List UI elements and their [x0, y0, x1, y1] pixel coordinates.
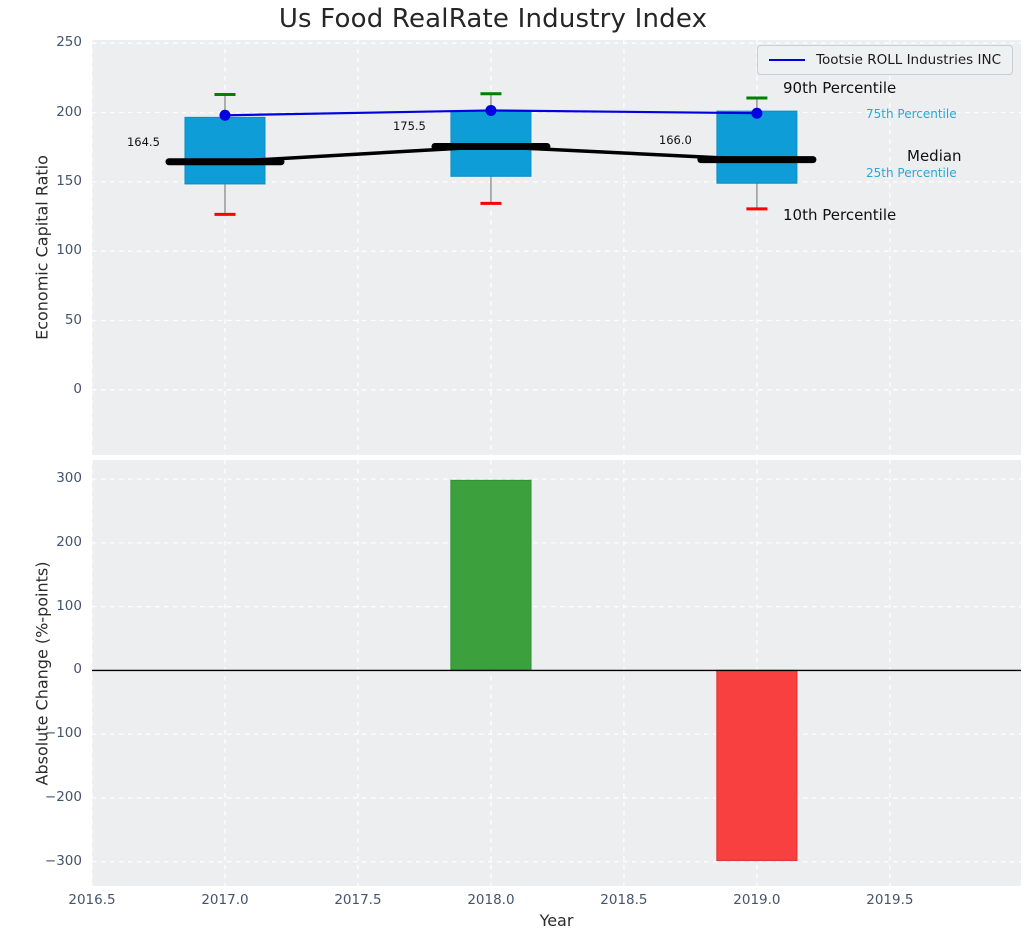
axes-bottom-bar-chart [92, 460, 1021, 886]
y-tick-label-top: 250 [26, 34, 82, 50]
median-value-label: 164.5 [127, 135, 160, 149]
x-tick-label: 2018.0 [456, 892, 526, 908]
y-tick-label-bottom: 0 [26, 661, 82, 677]
y-tick-label-top: 50 [26, 312, 82, 328]
x-tick-label: 2019.0 [722, 892, 792, 908]
y-tick-label-top: 150 [26, 173, 82, 189]
median-value-label: 166.0 [659, 133, 692, 147]
median-value-label: 175.5 [393, 119, 426, 133]
chart-title: Us Food RealRate Industry Index [0, 4, 986, 34]
x-tick-label: 2018.5 [589, 892, 659, 908]
annotation-25th-percentile: 25th Percentile [866, 166, 957, 180]
legend-label: Tootsie ROLL Industries INC [816, 52, 1001, 68]
bar-chart-canvas [92, 460, 1021, 886]
y-tick-label-bottom: 100 [26, 598, 82, 614]
y-tick-label-top: 0 [26, 381, 82, 397]
y-tick-label-bottom: 300 [26, 470, 82, 486]
x-tick-label: 2017.0 [190, 892, 260, 908]
x-tick-label: 2019.5 [855, 892, 925, 908]
y-tick-label-bottom: −100 [26, 725, 82, 741]
legend-line-sample [769, 59, 805, 61]
axes-top-box-plot: Tootsie ROLL Industries INC 164.5 175.5 16… [92, 40, 1021, 455]
bar-negative-change [717, 670, 797, 860]
company-marker [219, 110, 230, 121]
y-tick-label-top: 200 [26, 104, 82, 120]
annotation-90th-percentile: 90th Percentile [783, 79, 896, 97]
iqr-box [717, 111, 797, 183]
figure: Us Food RealRate Industry Index Economic… [0, 0, 1029, 942]
y-tick-label-bottom: −200 [26, 789, 82, 805]
legend[interactable]: Tootsie ROLL Industries INC [757, 45, 1013, 75]
company-marker [751, 108, 762, 119]
annotation-75th-percentile: 75th Percentile [866, 107, 957, 121]
y-tick-label-bottom: 200 [26, 534, 82, 550]
annotation-median: Median [907, 147, 962, 165]
x-tick-label: 2017.5 [323, 892, 393, 908]
y-tick-label-top: 100 [26, 242, 82, 258]
company-marker [485, 105, 496, 116]
bar-positive-change [451, 480, 531, 670]
annotation-10th-percentile: 10th Percentile [783, 206, 896, 224]
iqr-box [185, 117, 265, 184]
x-axis-label: Year [92, 911, 1021, 930]
box-plot-canvas [92, 40, 1021, 455]
y-tick-label-bottom: −300 [26, 853, 82, 869]
x-tick-label: 2016.5 [57, 892, 127, 908]
